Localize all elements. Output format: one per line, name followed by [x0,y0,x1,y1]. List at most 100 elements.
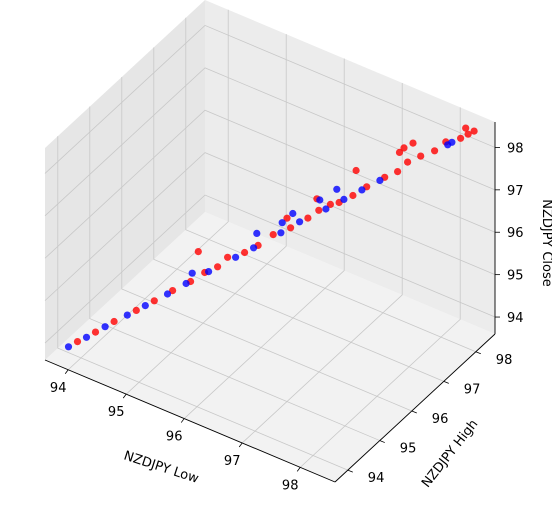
z-gridline [44,109,496,259]
red-data-point [326,200,334,208]
x-axis-line [44,359,336,483]
z-tick-label: 95 [507,269,524,284]
axis-panes [45,0,495,482]
x-gridline [67,9,229,371]
y-gridline [121,76,412,412]
red-data-point [73,338,82,346]
blue-data-point [340,195,348,203]
tick-labels: 94 95 96 97 98 94 95 96 97 98 94 95 96 97 98 [50,141,524,493]
red-data-point [404,158,412,166]
blue-data-point [82,333,91,341]
blue-data-point [322,205,330,213]
y-gridline [185,17,476,353]
z-gridline [44,152,496,301]
blue-data-point [253,229,261,237]
floor-pane [45,212,495,482]
x-tick-label: 96 [166,430,183,445]
x-gridline [125,34,287,395]
red-data-point [409,139,417,147]
y-tick-label: 94 [368,471,385,486]
blue-data-point [358,186,366,194]
red-data-point [304,214,312,222]
z-tick-label: 98 [507,141,524,156]
y-gridline [153,47,444,382]
y-axis-label: NZDJPY High [419,417,481,491]
y-tick-label: 98 [496,353,513,368]
blue-data-point [205,268,213,276]
z-gridline [44,194,496,344]
x-tick-mark [238,442,243,448]
red-data-point [315,206,323,214]
red-data-point [457,134,465,142]
blue-data-point [188,269,196,277]
y-tick-mark [475,351,481,355]
x-tick-label: 97 [224,454,241,469]
blue-data-point [64,343,73,351]
blue-data-point [376,176,384,184]
blue-data-point [250,244,258,252]
left-pane [45,0,205,360]
blue-data-point [123,311,131,319]
blue-data-point [278,219,286,227]
x-tick-mark [122,393,127,399]
red-data-point [241,248,249,257]
red-data-point [349,191,357,200]
y-gridline [57,136,348,471]
axis-lines [44,122,500,483]
x-gridline [299,107,461,468]
blue-data-point [289,209,297,218]
red-data-point [283,214,291,222]
x-tick-label: 95 [108,405,125,420]
red-data-point [194,248,202,256]
blue-data-point [333,185,341,193]
y-tick-mark [443,380,449,384]
red-data-point [417,152,425,160]
y-tick-label: 96 [432,412,449,427]
red-data-point [269,231,277,239]
blue-data-point [163,290,172,298]
red-data-point [394,168,402,176]
z-axis-label: NZDJPY Close [539,199,552,287]
blue-data-point [277,229,285,237]
y-tick-mark [347,469,353,473]
red-data-point [169,287,177,295]
red-data-point [352,166,360,175]
red-data-point [395,148,404,156]
x-tick-mark [180,418,185,423]
red-data-point [464,130,472,138]
x-tick-label: 98 [282,478,299,493]
data-points [64,124,478,351]
x-tick-mark [296,467,301,472]
y-tick-label: 97 [464,382,481,397]
red-data-point [214,263,222,271]
x-gridline [183,58,345,419]
blue-data-point [448,138,456,146]
red-data-point [91,328,100,336]
red-data-point [132,306,140,314]
blue-data-point [316,196,324,204]
back-pane [205,0,495,334]
blue-data-point [232,253,240,261]
grid-lines [44,9,496,471]
y-gridline [89,106,380,441]
blue-data-point [101,323,109,331]
z-gridline [44,24,496,174]
red-data-point [431,147,439,155]
y-axis-line [334,333,496,483]
z-tick-label: 94 [507,311,524,326]
blue-data-point [141,302,149,310]
y-tick-mark [379,440,385,443]
red-data-point [110,317,118,326]
x-tick-mark [64,369,69,375]
blue-data-point [182,279,190,288]
z-tick-label: 97 [507,184,524,199]
red-data-point [462,124,470,132]
y-tick-label: 95 [400,442,417,457]
x-tick-label: 94 [50,381,67,396]
x-axis-label: NZDJPY Low [122,449,201,487]
red-data-point [470,127,478,135]
blue-data-point [296,218,304,226]
z-tick-label: 96 [507,226,524,241]
